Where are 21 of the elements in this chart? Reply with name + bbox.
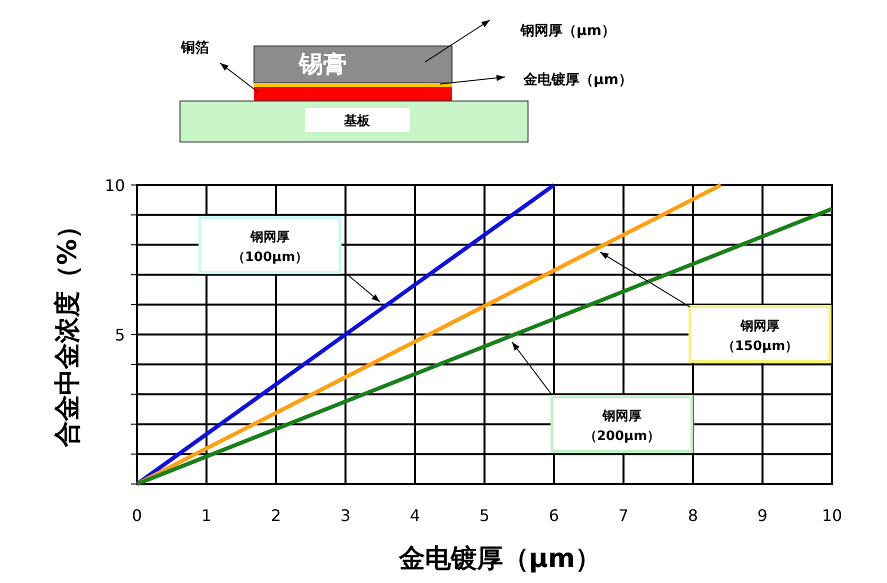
x-tick-label: 9 [757, 506, 768, 525]
x-tick-label: 0 [132, 506, 142, 525]
x-tick-label: 6 [548, 506, 560, 525]
x-tick-label: 8 [688, 506, 698, 525]
x-tick-label: 7 [618, 506, 629, 525]
x-tick-label: 10 [822, 506, 842, 525]
x-axis-title: 金电镀厚（μm） [398, 544, 602, 574]
annotation: 钢网厚（200μm） [584, 409, 660, 444]
x-tick-label: 4 [410, 506, 420, 525]
text: 金电镀厚（μm） [522, 71, 632, 88]
x-tick-label: 5 [479, 506, 490, 525]
text: 钢网厚（μm） [520, 23, 616, 39]
text: 锡膏 [298, 50, 347, 78]
annotation: 钢网厚（150μm） [722, 319, 798, 354]
x-tick-label: 3 [340, 506, 351, 525]
x-tick-label: 2 [270, 506, 282, 525]
x-tick-label: 1 [201, 506, 212, 525]
y-axis-title: 合金中金浓度（%） [53, 212, 83, 448]
text: 基板 [343, 114, 371, 129]
text: 铜箔 [180, 40, 209, 56]
annotation: 钢网厚（100μm） [232, 230, 308, 265]
